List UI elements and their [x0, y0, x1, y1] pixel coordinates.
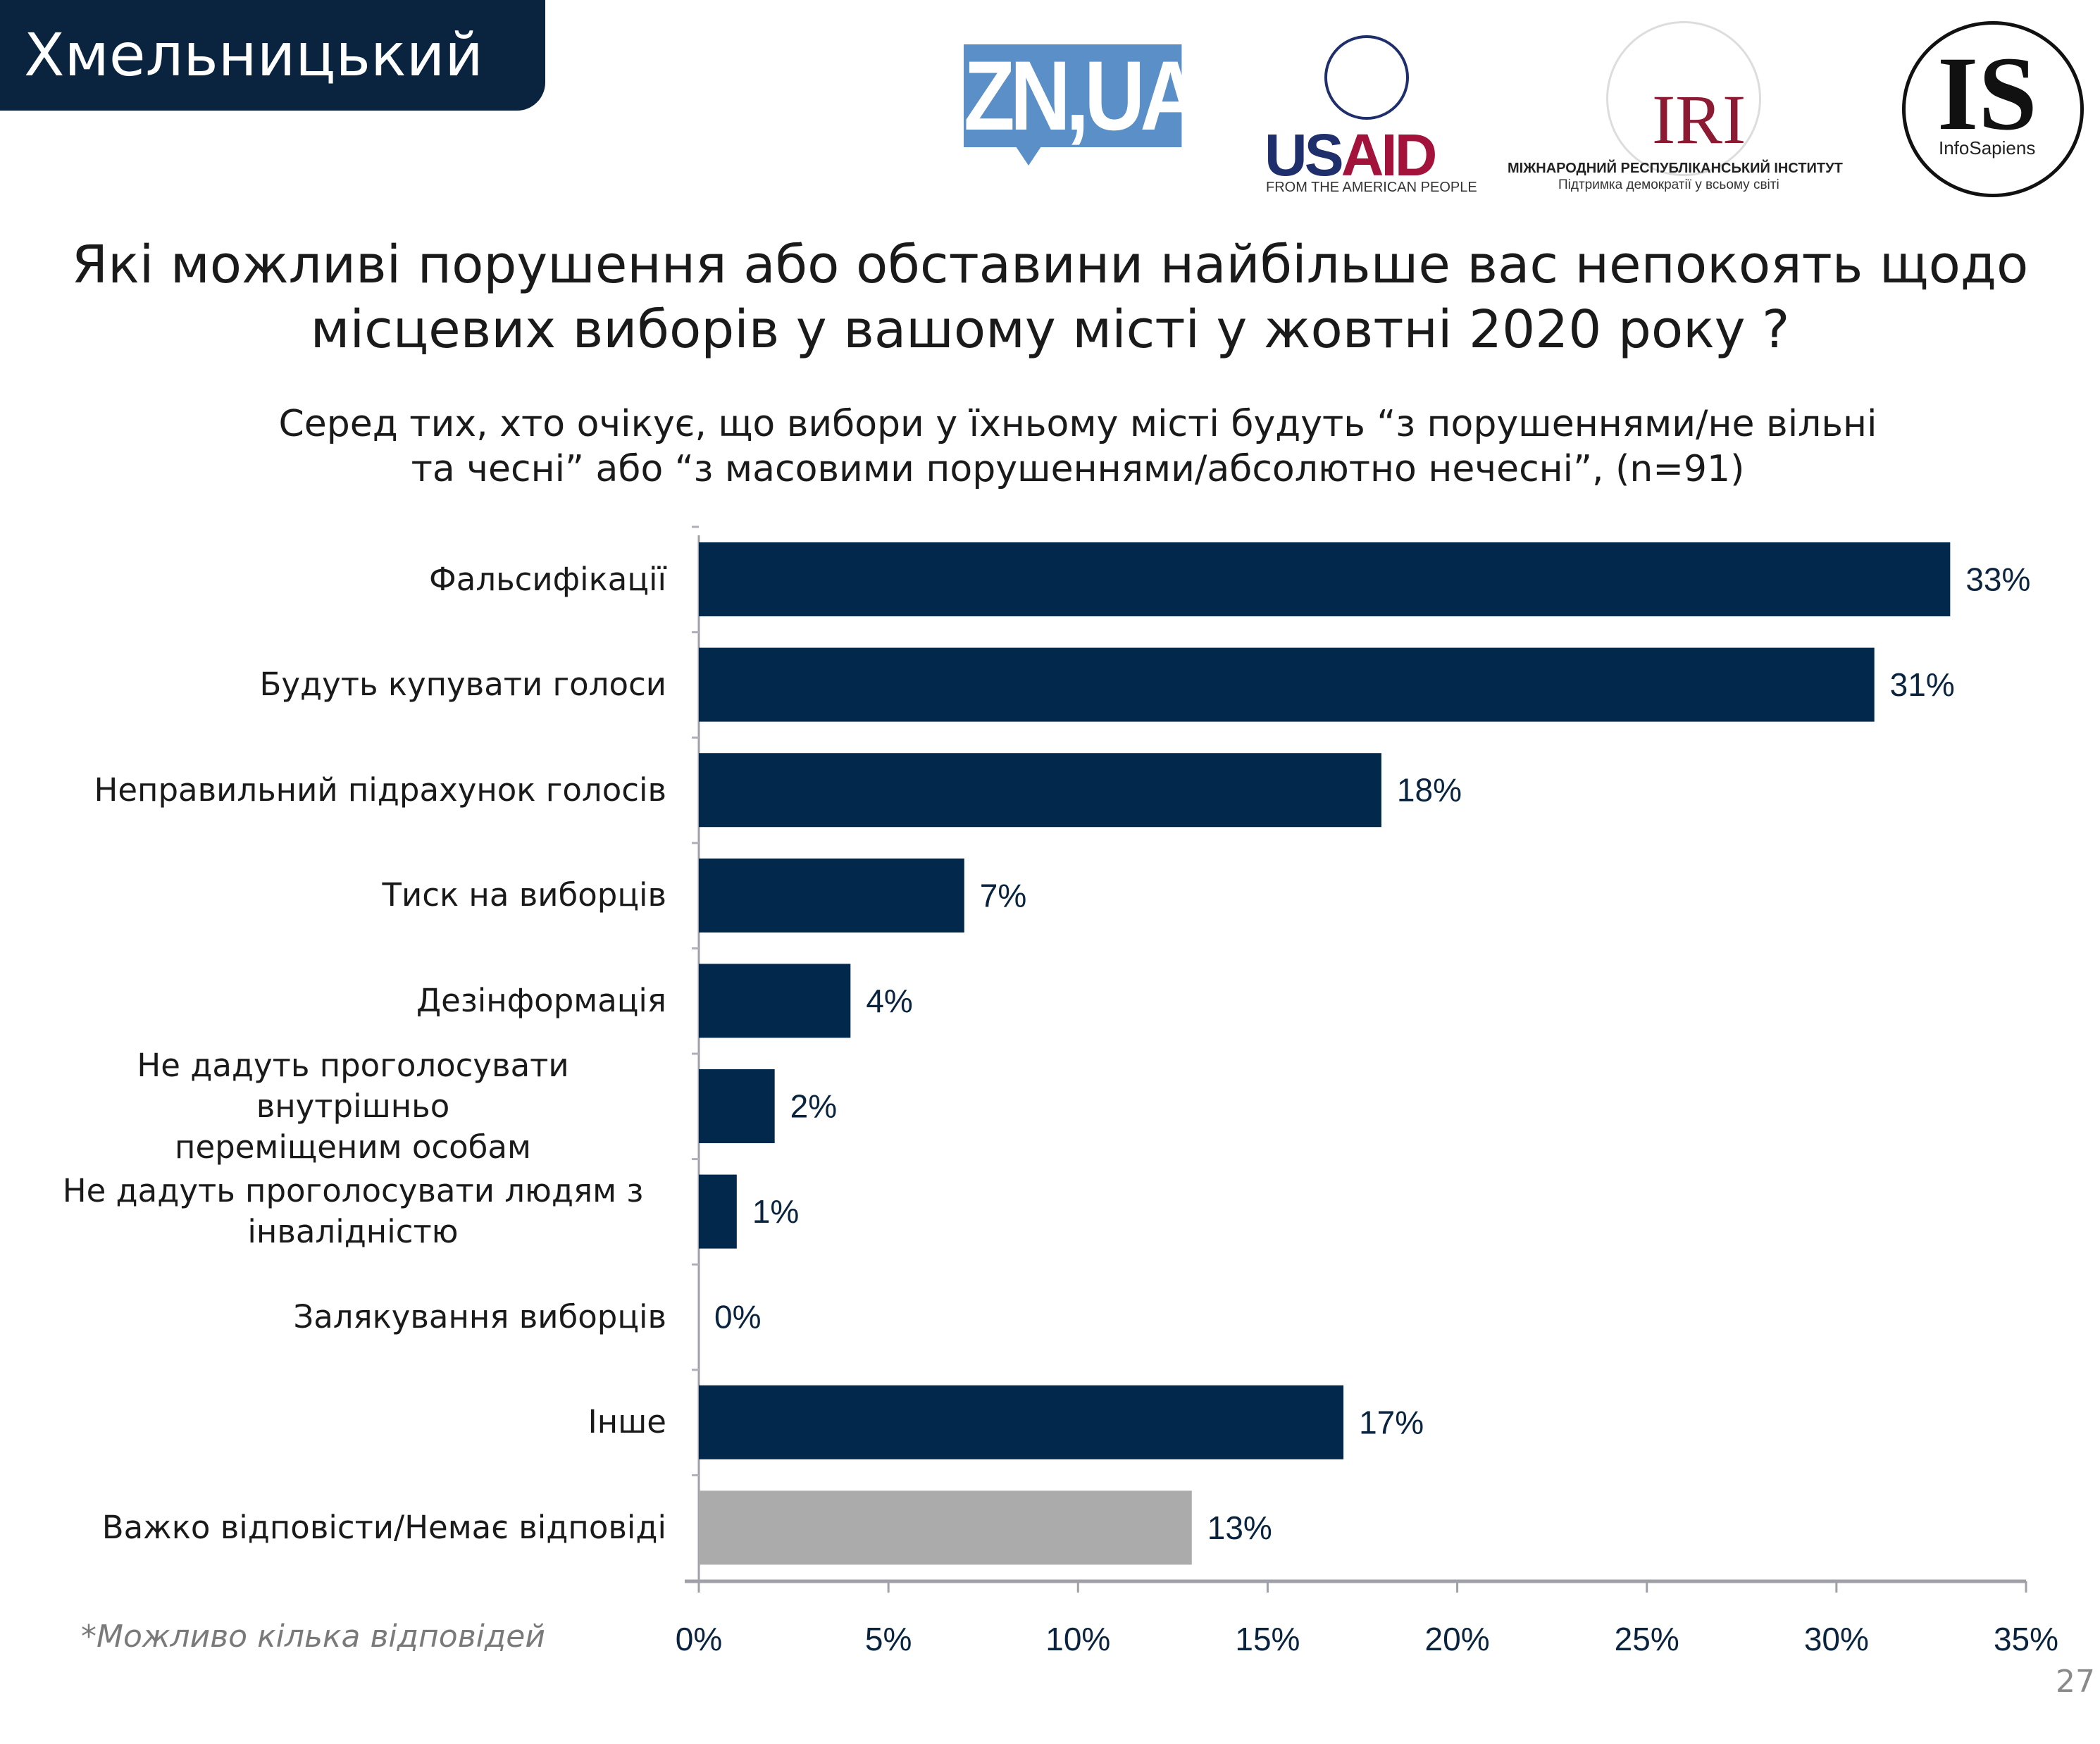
data-label: 33% — [1965, 561, 2030, 598]
category-label-line: Залякування виборців — [293, 1297, 666, 1335]
page-number: 27 — [2056, 1664, 2095, 1700]
subtitle-line-1: Серед тих, хто очікує, що вибори у їхньо… — [278, 403, 1877, 445]
zn-ua-logo-tail — [1014, 144, 1043, 166]
footnote: *Можливо кілька відповідей — [81, 1619, 545, 1655]
category-label: Інше — [32, 1402, 666, 1443]
title-line-2: місцевих виборів у вашому місті у жовтні… — [310, 299, 1790, 360]
data-label: 2% — [790, 1088, 837, 1125]
x-tick-label: 0% — [676, 1621, 722, 1657]
category-label: Тиск на виборців — [32, 875, 666, 916]
category-label: Дезінформація — [32, 980, 666, 1021]
usaid-us: US — [1265, 122, 1344, 188]
category-label-line: Дезінформація — [416, 981, 666, 1019]
data-label: 7% — [980, 877, 1026, 914]
bar — [699, 542, 1951, 616]
usaid-aid: AID — [1341, 122, 1438, 188]
x-tick-label: 30% — [1804, 1621, 1869, 1657]
city-header: Хмельницький — [0, 0, 545, 111]
bar — [699, 858, 964, 933]
data-label: 0% — [714, 1299, 761, 1335]
data-label: 17% — [1359, 1404, 1424, 1440]
x-tick-label: 10% — [1045, 1621, 1110, 1657]
usaid-logo: USAID — [1265, 122, 1438, 188]
data-label: 18% — [1397, 772, 1462, 809]
x-tick-label: 20% — [1425, 1621, 1490, 1657]
category-label-line: Не дадуть проголосувати внутрішньо — [137, 1046, 569, 1125]
x-tick-label: 25% — [1615, 1621, 1679, 1657]
category-label-line: Не дадуть проголосувати людям з — [62, 1172, 644, 1210]
bar — [699, 1069, 775, 1143]
iri-logo: IRI — [1652, 80, 1746, 158]
bar — [699, 1490, 1192, 1565]
city-name: Хмельницький — [24, 20, 483, 89]
category-label: Будуть купувати голоси — [32, 664, 666, 705]
chart-subtitle: Серед тих, хто очікує, що вибори у їхньо… — [0, 401, 2100, 492]
iri-globe-icon — [1606, 21, 1761, 176]
category-label: Не дадуть проголосувати людям з інвалідні… — [36, 1171, 670, 1252]
x-tick-label: 35% — [1994, 1621, 2058, 1657]
category-label: Фальсифікації — [32, 559, 666, 600]
subtitle-line-2: та чесні” або “з масовими порушеннями/аб… — [411, 448, 1745, 490]
category-label-line: Інше — [588, 1403, 666, 1441]
category-label-line: інвалідністю — [247, 1213, 459, 1251]
infosapiens-ring-icon — [1902, 21, 2084, 197]
title-line-1: Які можливі порушення або обставини найб… — [71, 235, 2029, 295]
x-tick-label: 15% — [1235, 1621, 1300, 1657]
data-label: 13% — [1207, 1509, 1272, 1546]
category-label-line: Тиск на виборців — [382, 876, 666, 914]
x-tick-label: 5% — [865, 1621, 912, 1657]
zn-ua-logo: ZN,UA — [964, 40, 1200, 151]
chart-title: Які можливі порушення або обставини найб… — [0, 232, 2100, 362]
infosapiens-logo: IS — [1937, 35, 2037, 152]
category-label-line: переміщеним особам — [175, 1128, 531, 1166]
category-label-line: Фальсифікації — [429, 560, 666, 598]
bar — [699, 1174, 737, 1249]
category-label: Не дадуть проголосувати внутрішньо перемі… — [36, 1045, 670, 1168]
iri-tagline: Підтримка демократії у всьому світі — [1558, 177, 1779, 192]
usaid-tagline: FROM THE AMERICAN PEOPLE — [1266, 180, 1477, 195]
data-label: 1% — [752, 1193, 799, 1230]
bar — [699, 647, 1875, 722]
category-label-line: Неправильний підрахунок голосів — [94, 771, 666, 809]
data-label: 4% — [866, 983, 912, 1019]
bar — [699, 753, 1381, 828]
usaid-seal-icon — [1324, 35, 1409, 120]
data-label: 31% — [1890, 666, 1955, 703]
bar — [699, 964, 851, 1038]
category-label-line: Будуть купувати голоси — [259, 666, 666, 704]
infosapiens-name: InfoSapiens — [1939, 137, 2036, 158]
category-label: Залякування виборців — [32, 1297, 666, 1338]
category-label: Неправильний підрахунок голосів — [32, 770, 666, 811]
category-label-line: Важко відповісти/Немає відповіді — [101, 1508, 666, 1546]
category-label: Важко відповісти/Немає відповіді — [32, 1507, 666, 1548]
bar — [699, 1385, 1344, 1459]
iri-name: МІЖНАРОДНИЙ РЕСПУБЛІКАНСЬКИЙ ІНСТИТУТ — [1508, 161, 1843, 176]
